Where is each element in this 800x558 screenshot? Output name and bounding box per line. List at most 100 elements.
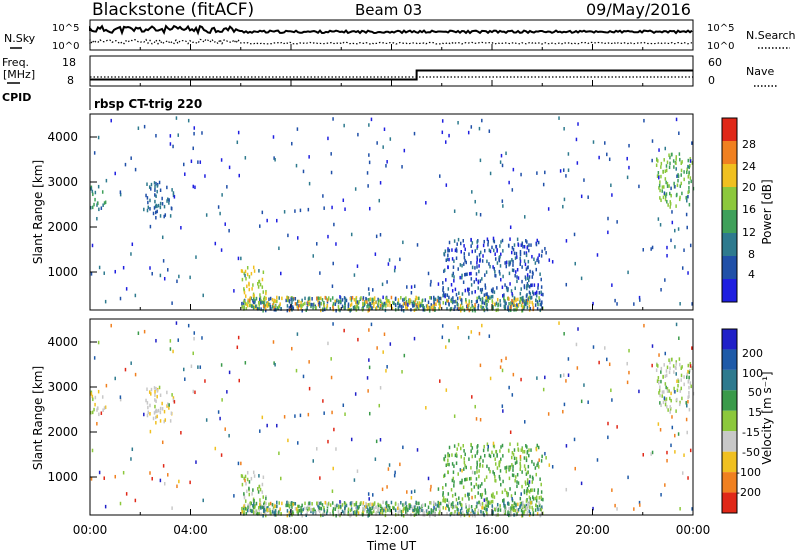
velocity-echo	[677, 383, 679, 388]
velocity-echo	[419, 509, 422, 513]
power-echo	[675, 161, 677, 165]
velocity-echo	[368, 365, 371, 370]
velocity-echo	[490, 500, 493, 504]
power-echo	[503, 304, 506, 309]
velocity-echo	[401, 370, 403, 374]
power-echo	[456, 296, 459, 301]
power-echo	[463, 255, 466, 260]
velocity-echo	[628, 370, 630, 375]
power-echo	[154, 188, 156, 192]
velocity-echo	[681, 471, 684, 475]
power-echo	[526, 276, 529, 280]
velocity-echo	[499, 504, 501, 508]
velocity-echo	[517, 502, 519, 507]
power-echo	[459, 263, 462, 267]
power-echo	[254, 305, 256, 309]
velocity-echo	[294, 502, 297, 506]
power-echo	[474, 290, 476, 294]
velocity-echo	[536, 495, 538, 499]
velocity-echo	[547, 412, 550, 416]
velocity-echo	[474, 495, 476, 499]
velocity-echo	[331, 489, 334, 493]
velocity-echo	[478, 500, 480, 505]
velocity-echo	[689, 364, 692, 368]
velocity-echo	[114, 376, 116, 381]
velocity-echo	[480, 509, 482, 514]
velocity-echo	[154, 393, 156, 397]
velocity-echo	[489, 469, 491, 474]
velocity-echo	[268, 502, 270, 507]
power-echo	[219, 211, 221, 216]
power-echo	[476, 246, 478, 250]
power-echo	[102, 203, 104, 207]
power-echo	[252, 283, 254, 287]
velocity-echo	[169, 419, 172, 423]
velocity-echo	[548, 463, 551, 467]
velocity-echo	[302, 507, 304, 512]
velocity-echo	[517, 448, 520, 452]
power-echo	[488, 262, 490, 266]
power-echo	[286, 295, 288, 300]
velocity-echo	[437, 487, 440, 491]
power-echo	[453, 279, 455, 283]
velocity-echo	[173, 400, 176, 404]
power-echo	[669, 202, 672, 206]
power-echo	[665, 192, 668, 196]
power-echo	[349, 296, 352, 301]
power-echo	[509, 262, 511, 266]
velocity-echo	[260, 506, 262, 510]
power-echo	[269, 304, 272, 309]
power-echo	[505, 260, 508, 265]
power-echo	[103, 271, 105, 275]
velocity-echo	[668, 370, 671, 375]
power-echo	[434, 297, 437, 302]
power-echo	[540, 290, 542, 295]
power-echo	[406, 306, 409, 311]
power-echo	[91, 189, 94, 194]
velocity-echo	[474, 454, 477, 458]
velocity-echo	[240, 474, 243, 478]
velocity-echo	[454, 510, 456, 514]
power-echo	[525, 301, 528, 305]
velocity-echo	[238, 378, 240, 383]
power-echo	[387, 262, 390, 266]
velocity-echo	[476, 501, 478, 506]
power-echo	[408, 298, 410, 302]
power-echo	[480, 304, 482, 309]
velocity-echo	[678, 336, 680, 340]
velocity-echo	[533, 488, 536, 492]
power-echo	[660, 174, 662, 179]
power-echo	[512, 259, 514, 264]
power-echo	[421, 303, 423, 308]
power-echo	[679, 157, 681, 162]
velocity-echo	[444, 506, 447, 511]
power-echo	[386, 280, 388, 284]
power-echo	[323, 304, 326, 309]
power-echo	[94, 190, 97, 195]
power-echo	[388, 300, 391, 305]
velocity-echo	[368, 509, 370, 513]
power-echo	[530, 243, 532, 247]
velocity-echo	[657, 364, 659, 368]
velocity-echo	[416, 510, 418, 514]
velocity-echo	[433, 502, 436, 507]
power-echo	[528, 285, 531, 289]
power-echo	[307, 207, 310, 212]
velocity-echo	[516, 472, 519, 477]
power-echo	[455, 299, 457, 304]
velocity-echo	[463, 457, 466, 461]
nave-label: Nave	[746, 65, 774, 78]
velocity-echo	[217, 410, 220, 414]
velocity-echo	[520, 508, 523, 513]
power-echo	[368, 160, 371, 165]
power-echo	[468, 252, 470, 256]
velocity-echo	[161, 401, 163, 406]
power-echo	[454, 305, 456, 309]
velocity-echo	[534, 466, 537, 470]
velocity-echo	[468, 504, 470, 508]
velocity-echo	[367, 492, 370, 496]
velocity-echo	[306, 511, 308, 515]
power-echo	[673, 165, 675, 169]
velocity-echo	[344, 510, 346, 515]
velocity-echo	[479, 463, 481, 468]
